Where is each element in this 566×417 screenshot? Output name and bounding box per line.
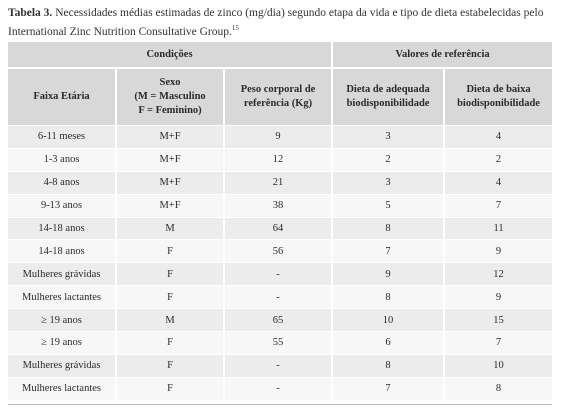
cell-adequate: 8 — [331, 216, 445, 240]
cell-weight: 64 — [222, 216, 333, 240]
cell-low: 2 — [443, 147, 553, 172]
cell-sex: F — [115, 285, 224, 309]
cell-low: 15 — [443, 308, 553, 332]
cell-age: 14-18 anos — [8, 216, 116, 240]
cell-age: 14-18 anos — [8, 239, 116, 263]
cell-sex: F — [115, 331, 224, 355]
table-row: 4-8 anos M+F 21 3 4 — [8, 170, 553, 195]
cell-low: 10 — [443, 353, 553, 378]
table-row: Mulheres lactantes F - 7 8 — [8, 376, 553, 400]
caption-label: Tabela 3. — [8, 7, 53, 19]
cell-age: Mulheres grávidas — [8, 262, 116, 286]
table-row: Mulheres grávidas F - 8 10 — [8, 353, 553, 378]
cell-sex: M+F — [115, 170, 224, 195]
group-header-conditions: Condições — [8, 42, 333, 69]
cell-adequate: 7 — [331, 376, 445, 400]
cell-age: 9-13 anos — [8, 193, 116, 218]
cell-age: ≥ 19 anos — [8, 331, 116, 355]
cell-low: 7 — [443, 331, 553, 355]
caption-reference: 15 — [231, 24, 239, 32]
table-row: Mulheres lactantes F - 8 9 — [8, 285, 553, 309]
cell-low: 9 — [443, 285, 553, 309]
cell-age: 6-11 meses — [8, 125, 116, 149]
table-caption: Tabela 3. Necessidades médias estimadas … — [8, 6, 560, 40]
cell-weight: 55 — [222, 331, 333, 355]
cell-age: ≥ 19 anos — [8, 308, 116, 332]
cell-weight: - — [222, 353, 333, 378]
cell-adequate: 8 — [331, 353, 445, 378]
cell-age: 4-8 anos — [8, 170, 116, 195]
cell-sex: F — [115, 376, 224, 400]
cell-adequate: 9 — [331, 262, 445, 286]
cell-low: 7 — [443, 193, 553, 218]
zinc-requirements-table: Condições Valores de referência Faixa Et… — [8, 42, 553, 400]
column-header-sex: Sexo (M = Masculino F = Feminino) — [115, 68, 224, 126]
cell-low: 8 — [443, 376, 553, 400]
cell-age: Mulheres grávidas — [8, 353, 116, 378]
cell-weight: - — [222, 376, 333, 400]
table-row: 9-13 anos M+F 38 5 7 — [8, 193, 553, 218]
cell-sex: M+F — [115, 125, 224, 149]
table-row: 14-18 anos M 64 8 11 — [8, 216, 553, 240]
cell-low: 4 — [443, 170, 553, 195]
cell-low: 11 — [443, 216, 553, 240]
group-header-reference-values: Valores de referência — [331, 42, 553, 69]
cell-adequate: 2 — [331, 147, 445, 172]
cell-adequate: 5 — [331, 193, 445, 218]
cell-sex: F — [115, 353, 224, 378]
cell-weight: - — [222, 285, 333, 309]
table-row: ≥ 19 anos F 55 6 7 — [8, 331, 553, 355]
cell-weight: 12 — [222, 147, 333, 172]
cell-adequate: 10 — [331, 308, 445, 332]
cell-age: Mulheres lactantes — [8, 376, 116, 400]
cell-sex: M — [115, 216, 224, 240]
cell-sex: M+F — [115, 193, 224, 218]
column-header-low-diet: Dieta de baixa biodisponibilidade — [443, 68, 553, 126]
cell-weight: 9 — [222, 125, 333, 149]
table-bottom-rule — [8, 404, 552, 405]
cell-sex: M+F — [115, 147, 224, 172]
cell-weight: 65 — [222, 308, 333, 332]
cell-weight: 38 — [222, 193, 333, 218]
cell-adequate: 8 — [331, 285, 445, 309]
cell-adequate: 7 — [331, 239, 445, 263]
cell-sex: F — [115, 262, 224, 286]
table-row: 14-18 anos F 56 7 9 — [8, 239, 553, 263]
cell-sex: M — [115, 308, 224, 332]
cell-sex: F — [115, 239, 224, 263]
column-header-age: Faixa Etária — [8, 68, 116, 126]
caption-text: Necessidades médias estimadas de zinco (… — [8, 7, 544, 38]
table-row: ≥ 19 anos M 65 10 15 — [8, 308, 553, 332]
cell-low: 9 — [443, 239, 553, 263]
cell-low: 12 — [443, 262, 553, 286]
column-header-weight: Peso corporal de referência (Kg) — [222, 68, 333, 126]
cell-age: Mulheres lactantes — [8, 285, 116, 309]
cell-adequate: 3 — [331, 170, 445, 195]
cell-adequate: 6 — [331, 331, 445, 355]
cell-age: 1-3 anos — [8, 147, 116, 172]
cell-weight: 56 — [222, 239, 333, 263]
cell-low: 4 — [443, 125, 553, 149]
cell-weight: - — [222, 262, 333, 286]
cell-adequate: 3 — [331, 125, 445, 149]
table-row: 6-11 meses M+F 9 3 4 — [8, 125, 553, 149]
table-row: Mulheres grávidas F - 9 12 — [8, 262, 553, 286]
column-header-adequate-diet: Dieta de adequada biodisponibilidade — [331, 68, 445, 126]
table-row: 1-3 anos M+F 12 2 2 — [8, 147, 553, 172]
cell-weight: 21 — [222, 170, 333, 195]
